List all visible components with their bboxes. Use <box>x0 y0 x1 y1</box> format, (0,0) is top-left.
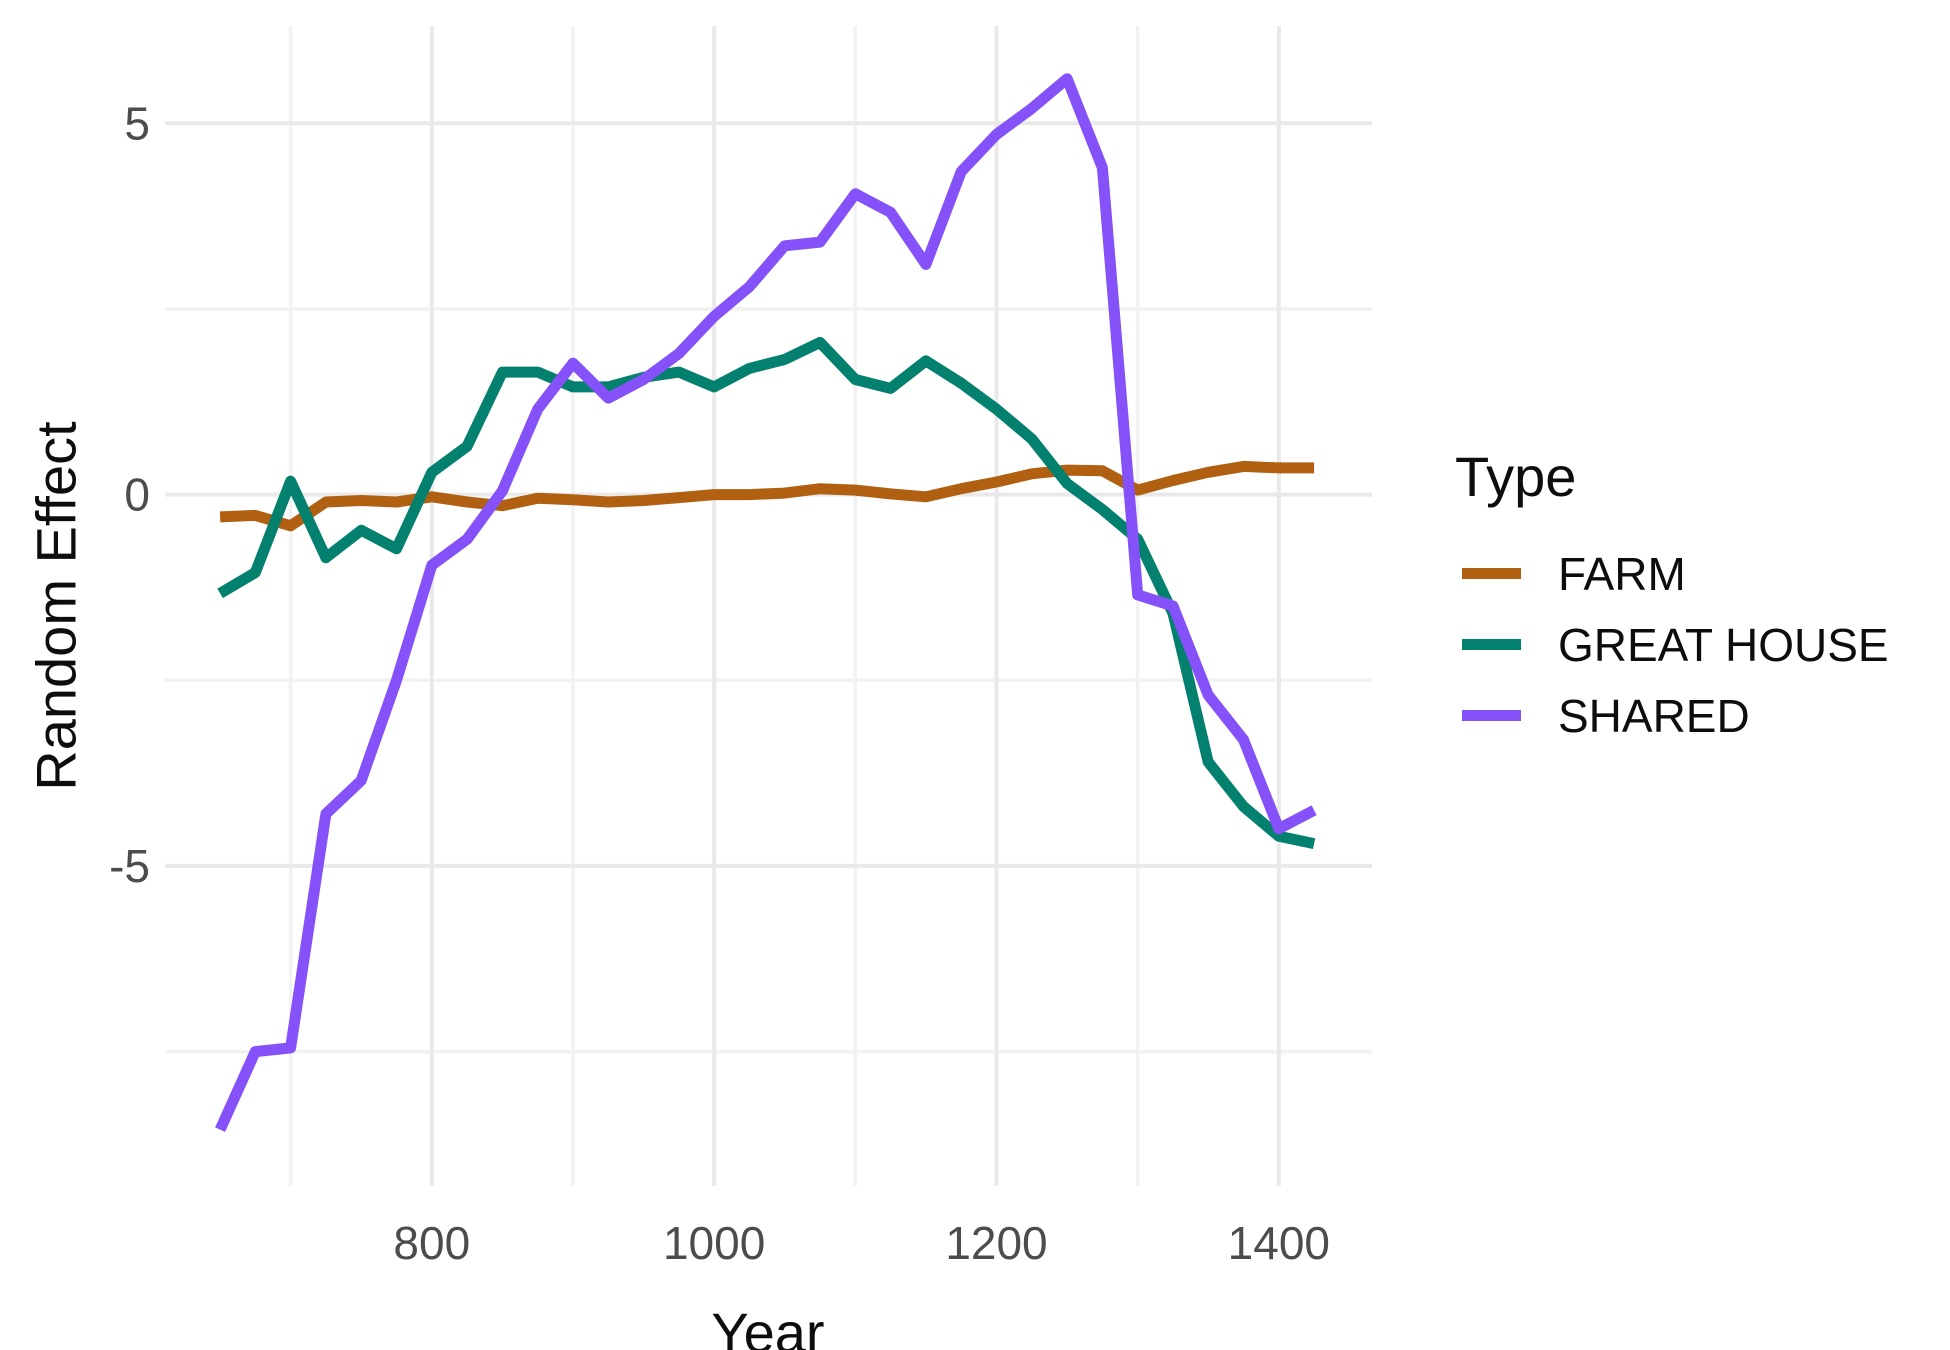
legend-item-label: GREAT HOUSE <box>1558 618 1889 671</box>
legend-key-swatch <box>1462 710 1521 721</box>
y-tick-label: 0 <box>124 469 150 521</box>
x-axis-title: Year <box>711 1301 825 1350</box>
y-tick-label: 5 <box>124 97 150 149</box>
legend-key-swatch <box>1462 568 1521 579</box>
legend-item-label: FARM <box>1558 547 1686 600</box>
legend-item-great-house: GREAT HOUSE <box>1455 609 1889 680</box>
legend: Type FARM GREAT HOUSE SHARED <box>1455 446 1889 751</box>
legend-item-label: SHARED <box>1558 689 1750 742</box>
x-tick-label: 1200 <box>945 1217 1047 1269</box>
legend-items: FARM GREAT HOUSE SHARED <box>1455 538 1889 751</box>
legend-item-shared: SHARED <box>1455 680 1889 751</box>
y-tick-label: -5 <box>109 840 150 892</box>
x-tick-label: 800 <box>393 1217 470 1269</box>
x-tick-label: 1000 <box>663 1217 765 1269</box>
legend-title: Type <box>1455 445 1577 508</box>
y-axis-title: Random Effect <box>24 421 88 791</box>
legend-item-farm: FARM <box>1455 538 1889 609</box>
x-tick-label: 1400 <box>1228 1217 1330 1269</box>
series-line-shared <box>215 73 1317 1132</box>
series-line-great-house <box>217 336 1316 849</box>
legend-key-swatch <box>1462 639 1521 650</box>
